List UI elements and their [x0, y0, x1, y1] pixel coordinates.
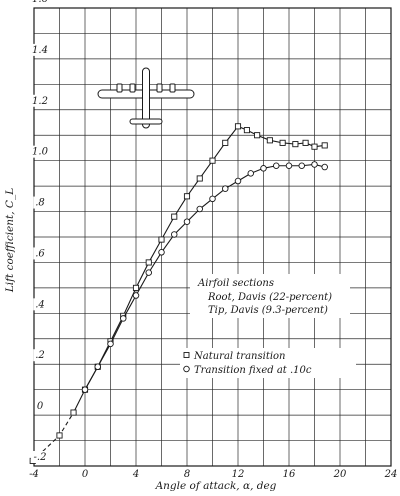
x-tick-label: 24 — [384, 469, 398, 480]
legend: Natural transition Transition fixed at .… — [180, 348, 356, 378]
x-tick-label: 20 — [333, 469, 347, 480]
data-point-fixed — [273, 162, 280, 170]
data-point-natural — [158, 236, 165, 243]
data-point-fixed — [247, 170, 254, 177]
data-point-fixed — [285, 162, 293, 170]
tick-label-bg — [33, 247, 47, 260]
data-point-natural — [171, 213, 178, 220]
data-point-natural — [321, 142, 328, 149]
data-point-natural — [279, 139, 286, 146]
data-point-natural — [266, 137, 273, 144]
y-tick-label: 1.4 — [32, 45, 48, 56]
annotation-tip: Tip, Davis (9.3-percent) — [208, 305, 328, 316]
data-point-natural — [183, 193, 191, 200]
data-point-fixed — [132, 292, 140, 299]
data-point-fixed — [234, 177, 242, 185]
legend-marker-circle — [183, 365, 190, 373]
data-point-natural — [132, 284, 140, 291]
data-point-fixed — [209, 195, 216, 203]
y-tick-label: .8 — [35, 198, 45, 209]
y-tick-label: .4 — [35, 299, 45, 310]
tick-label-bg — [33, 298, 47, 311]
x-axis-label: Angle of attack, α, deg — [155, 480, 277, 492]
tick-label-bg — [30, 94, 50, 107]
data-point-natural — [56, 432, 63, 439]
x-tick-label: 8 — [184, 469, 190, 480]
series-line-natural — [73, 125, 325, 413]
data-point-natural — [222, 139, 229, 146]
y-axis-label: Lift coefficient, C_L — [4, 188, 16, 293]
data-point-fixed — [311, 161, 318, 168]
data-point-fixed — [158, 249, 165, 256]
y-tick-label: -.2 — [34, 452, 47, 463]
legend-marker-square — [183, 352, 190, 358]
data-point-natural — [302, 139, 309, 146]
x-tick-label: 16 — [283, 469, 296, 480]
data-point-fixed — [298, 162, 306, 170]
data-point-fixed — [183, 218, 191, 225]
x-tick-label: 4 — [132, 469, 139, 480]
series-layer — [29, 123, 328, 464]
y-tick-label: 1.6 — [32, 0, 49, 5]
data-point-fixed — [107, 340, 114, 348]
y-tick-label: .6 — [35, 248, 45, 259]
data-point-fixed — [94, 363, 101, 371]
tick-label-bg — [333, 468, 347, 479]
data-point-natural — [145, 259, 152, 266]
tick-label-bg — [36, 400, 44, 413]
data-point-fixed — [145, 269, 152, 276]
data-point-natural — [254, 132, 261, 139]
data-point-natural — [311, 143, 318, 150]
tick-labels: -4 0 4 8 12 16 20 24 -.2 0 .2 .4 .6 .8 1.0 1.2 1.4 1.6 — [27, 0, 398, 480]
annotation-block: Airfoil sections Root, Davis (22-percent… — [190, 274, 350, 318]
y-tick-label: 1.2 — [32, 96, 48, 107]
data-point-fixed — [119, 315, 127, 322]
tick-label-bg — [30, 0, 50, 5]
y-tick-label: 0 — [37, 401, 44, 412]
data-point-fixed — [170, 231, 178, 238]
tick-label-bg — [30, 145, 50, 158]
plot-frame — [33, 7, 392, 467]
tick-label-bg — [33, 349, 47, 362]
tick-label-bg — [27, 468, 41, 479]
x-tick-label: -4 — [29, 469, 39, 480]
x-tick-label: 0 — [82, 469, 89, 480]
legend-label-fixed: Transition fixed at .10c — [194, 365, 312, 376]
annotation-heading: Airfoil sections — [197, 278, 274, 289]
tick-label-bg — [231, 468, 245, 479]
data-point-natural — [234, 123, 242, 130]
data-point-fixed — [196, 205, 203, 213]
tick-label-bg — [129, 468, 143, 479]
tick-label-bg — [78, 468, 92, 479]
y-tick-label: 1.0 — [32, 147, 49, 158]
tick-label-bg — [33, 196, 47, 209]
tick-label-bg — [30, 451, 50, 463]
data-point-natural — [70, 409, 77, 416]
data-point-natural — [196, 175, 203, 182]
data-point-natural — [292, 141, 299, 148]
tick-label-bg — [282, 468, 296, 479]
data-point-fixed — [260, 165, 267, 172]
data-point-fixed — [81, 386, 89, 393]
data-point-natural — [243, 127, 250, 134]
y-tick-label: .2 — [35, 350, 45, 361]
airplane-icon — [97, 67, 195, 129]
data-point-fixed — [221, 185, 229, 192]
annotation-root: Root, Davis (22-percent) — [207, 292, 332, 303]
x-tick-label: 12 — [232, 469, 245, 480]
data-point-natural — [209, 157, 216, 164]
data-point-fixed — [321, 163, 328, 171]
grid — [33, 7, 392, 467]
legend-label-natural: Natural transition — [193, 351, 286, 362]
tick-label-bg — [384, 468, 398, 479]
tick-label-bg — [30, 43, 50, 56]
tick-label-bg — [180, 468, 194, 479]
